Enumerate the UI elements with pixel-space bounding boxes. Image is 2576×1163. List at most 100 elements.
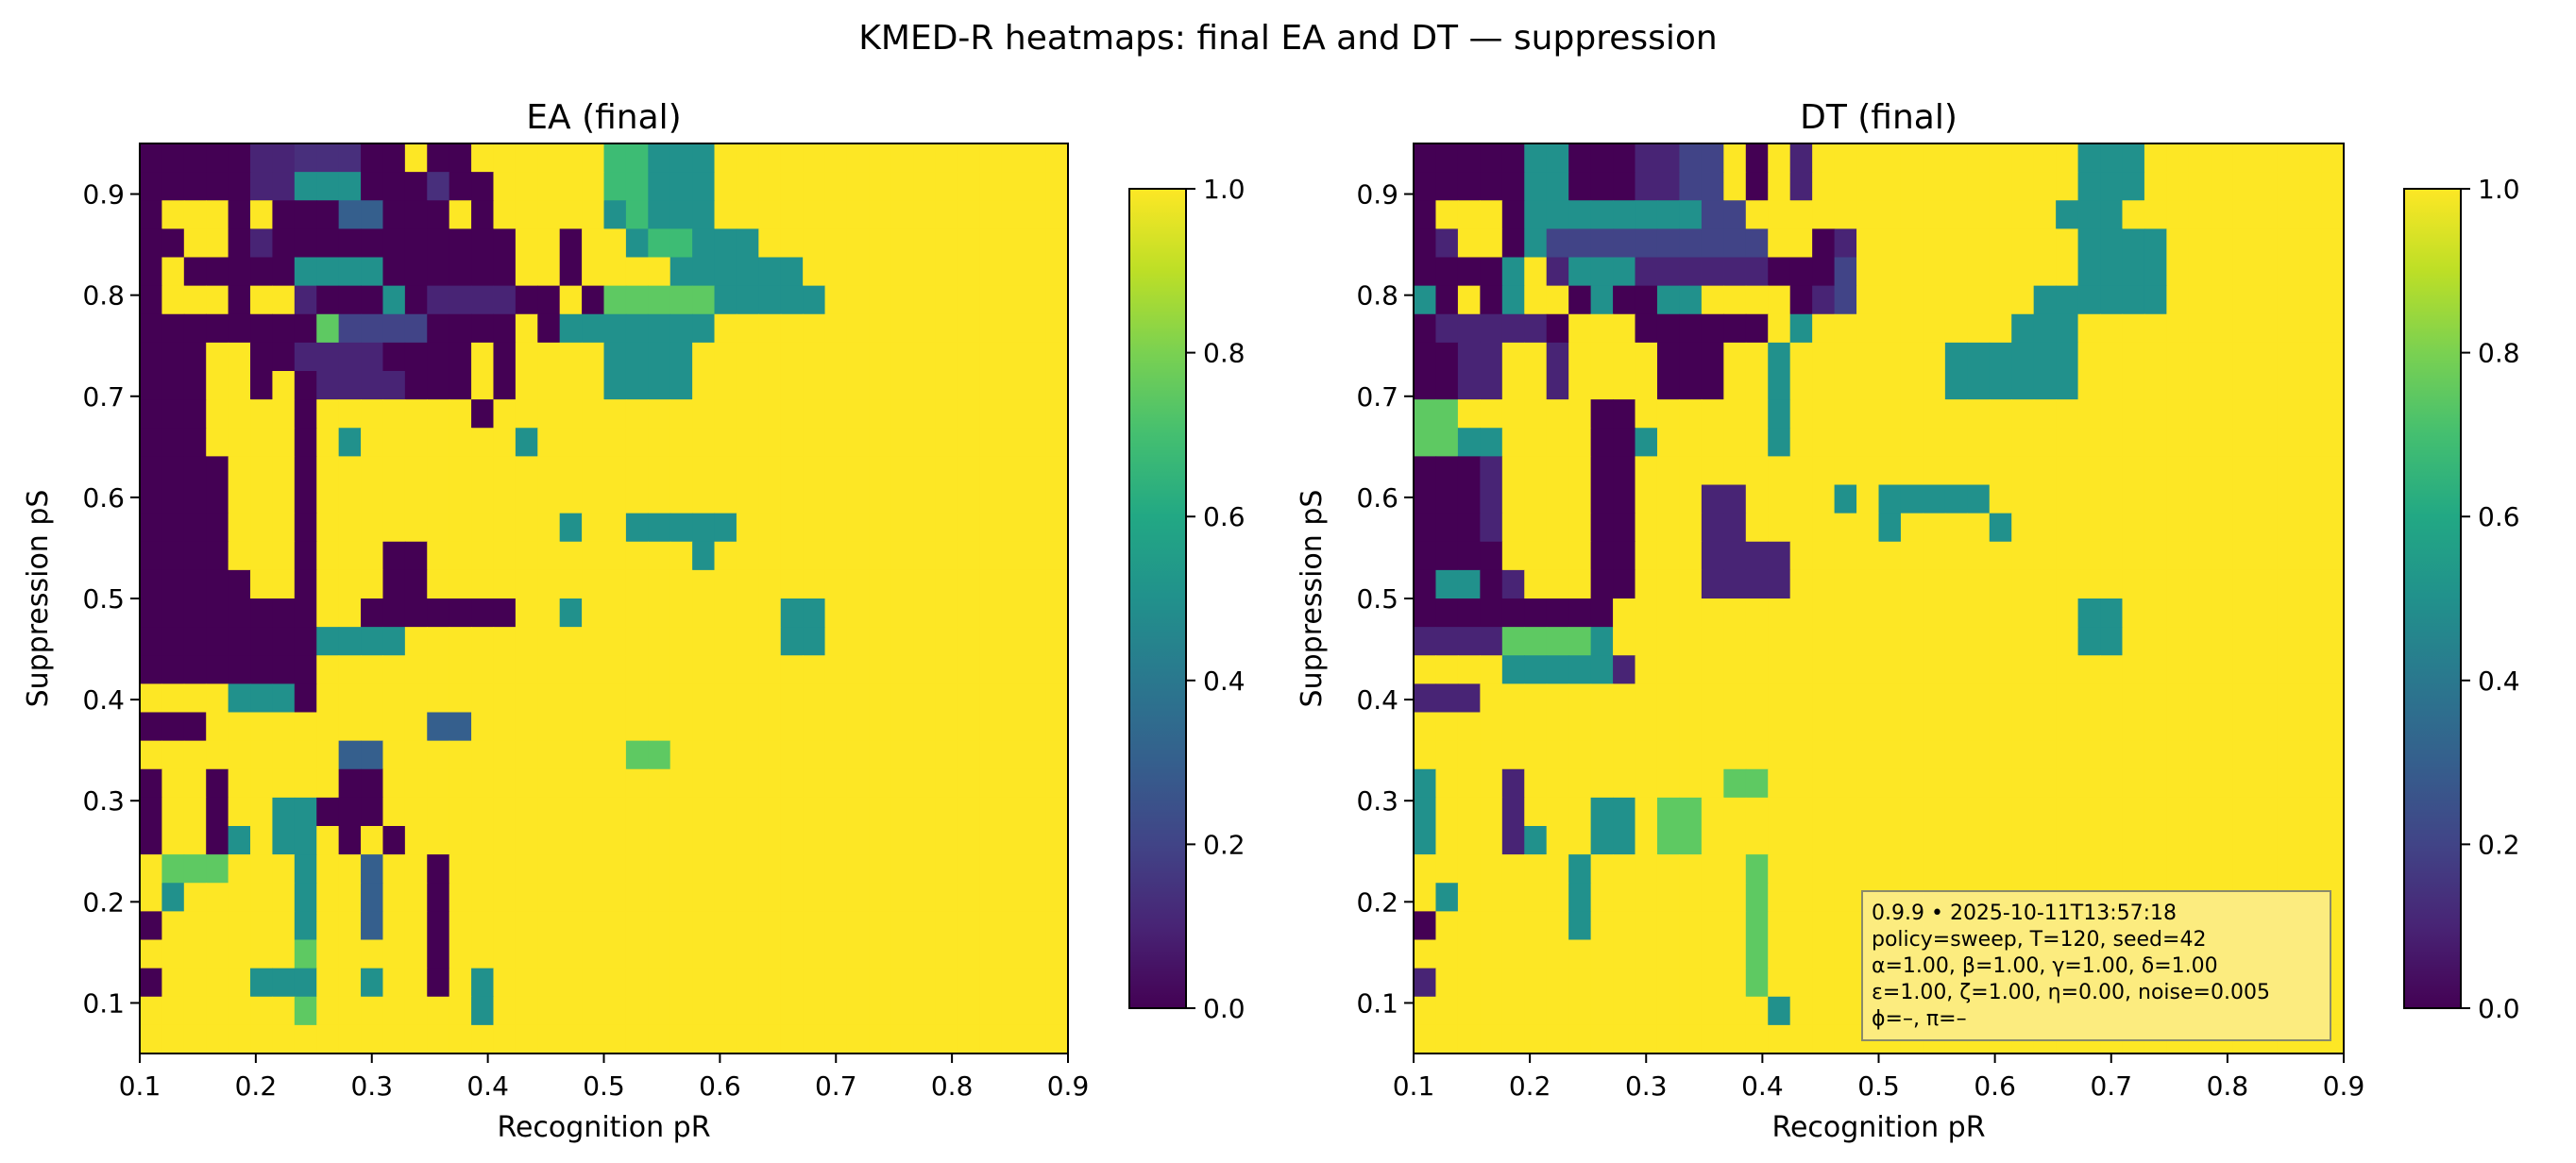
heatmap-cell [979, 939, 1003, 969]
heatmap-cell [471, 285, 495, 315]
heatmap-cell [2056, 683, 2079, 714]
heatmap-cell [427, 428, 450, 457]
heatmap-cell [1789, 313, 1813, 344]
heatmap-cell [294, 456, 317, 486]
heatmap-cell [1923, 627, 1946, 656]
heatmap-cell [2056, 143, 2079, 173]
heatmap-cell [736, 1024, 759, 1054]
heatmap-cell [957, 399, 980, 429]
heatmap-cell [736, 513, 759, 543]
heatmap-cell [2299, 797, 2323, 827]
heatmap-cell [2211, 484, 2234, 514]
heatmap-cell [2255, 399, 2279, 429]
heatmap-cell [2211, 257, 2234, 287]
heatmap-cell [2122, 428, 2145, 457]
heatmap-cell [1789, 598, 1813, 628]
heatmap-cell [736, 228, 759, 259]
heatmap-cell [1768, 683, 1791, 714]
heatmap-cell [206, 172, 229, 201]
heatmap-cell [2211, 655, 2234, 684]
heatmap-cell [1656, 883, 1681, 912]
heatmap-cell [669, 200, 693, 229]
heatmap-cell [2299, 484, 2323, 514]
heatmap-cell [316, 342, 340, 372]
heatmap-cell [603, 569, 627, 599]
heatmap-cell [2011, 342, 2035, 372]
heatmap-cell [1745, 342, 1769, 372]
heatmap-cell [648, 371, 671, 400]
heatmap-cell [493, 854, 517, 884]
heatmap-cell [1045, 939, 1069, 969]
y-tick-label: 0.6 [82, 482, 125, 514]
heatmap-cell [382, 683, 406, 714]
heatmap-cell [979, 257, 1003, 287]
heatmap-cell [206, 513, 229, 543]
heatmap-cell [890, 228, 914, 259]
heatmap-cell [1745, 768, 1769, 799]
heatmap-cell [1923, 371, 1946, 400]
heatmap-cell [1546, 313, 1569, 344]
heatmap-cell [1435, 1024, 1459, 1054]
heatmap-cell [846, 569, 870, 599]
heatmap-cell [140, 740, 162, 770]
colorbar [1128, 188, 1187, 1009]
heatmap-cell [493, 968, 517, 998]
heatmap-cell [1590, 996, 1614, 1026]
heatmap-cell [1457, 883, 1481, 912]
heatmap-cell [1723, 513, 1747, 543]
heatmap-cell [1501, 683, 1525, 714]
heatmap-cell [1635, 513, 1658, 543]
heatmap-cell [2255, 200, 2279, 229]
heatmap-cell [957, 996, 980, 1026]
heatmap-cell [2077, 513, 2101, 543]
heatmap-cell [2211, 200, 2234, 229]
heatmap-cell [979, 712, 1003, 742]
heatmap-cell [1457, 1024, 1481, 1054]
heatmap-cell [1524, 484, 1548, 514]
heatmap-cell [2011, 683, 2035, 714]
heatmap-cell [582, 826, 605, 855]
heatmap-cell [1024, 257, 1047, 287]
heatmap-cell [1812, 371, 1836, 400]
heatmap-cell [471, 627, 495, 656]
heatmap-cell [824, 655, 848, 684]
heatmap-cell [427, 768, 450, 799]
heatmap-cell [1745, 569, 1769, 599]
heatmap-cell [206, 371, 229, 400]
heatmap-cell [559, 598, 583, 628]
heatmap-cell [625, 797, 649, 827]
heatmap-cell [2188, 200, 2212, 229]
heatmap-cell [206, 1024, 229, 1054]
heatmap-cell [2100, 683, 2124, 714]
heatmap-cell [1524, 456, 1548, 486]
colorbar-tick-label: 0.6 [2478, 501, 2520, 532]
heatmap-cell [1546, 996, 1569, 1026]
heatmap-cell [603, 968, 627, 998]
heatmap-cell [1701, 428, 1724, 457]
heatmap-cell [294, 200, 317, 229]
heatmap-cell [2011, 313, 2035, 344]
heatmap-cell [1045, 598, 1069, 628]
heatmap-cell [1045, 797, 1069, 827]
heatmap-cell [1457, 939, 1481, 969]
heatmap-cell [1414, 541, 1437, 571]
heatmap-cell [625, 342, 649, 372]
heatmap-cell [316, 285, 340, 315]
heatmap-cell [846, 712, 870, 742]
heatmap-cell [2011, 456, 2035, 486]
heatmap-cell [1878, 712, 1902, 742]
y-tick-label: 0.4 [1356, 684, 1398, 716]
heatmap-cell [1923, 484, 1946, 514]
heatmap-cell [1723, 768, 1747, 799]
heatmap-cell [1701, 541, 1724, 571]
heatmap-cell [361, 399, 384, 429]
heatmap-cell [1834, 569, 1857, 599]
heatmap-cell [2077, 313, 2101, 344]
heatmap-cell [2299, 513, 2323, 543]
y-tick-label: 0.7 [1356, 381, 1398, 413]
heatmap-cell [338, 172, 362, 201]
heatmap-cell [471, 143, 495, 173]
heatmap-cell [1435, 143, 1459, 173]
heatmap-cell [2122, 371, 2145, 400]
heatmap-cell [2166, 484, 2190, 514]
